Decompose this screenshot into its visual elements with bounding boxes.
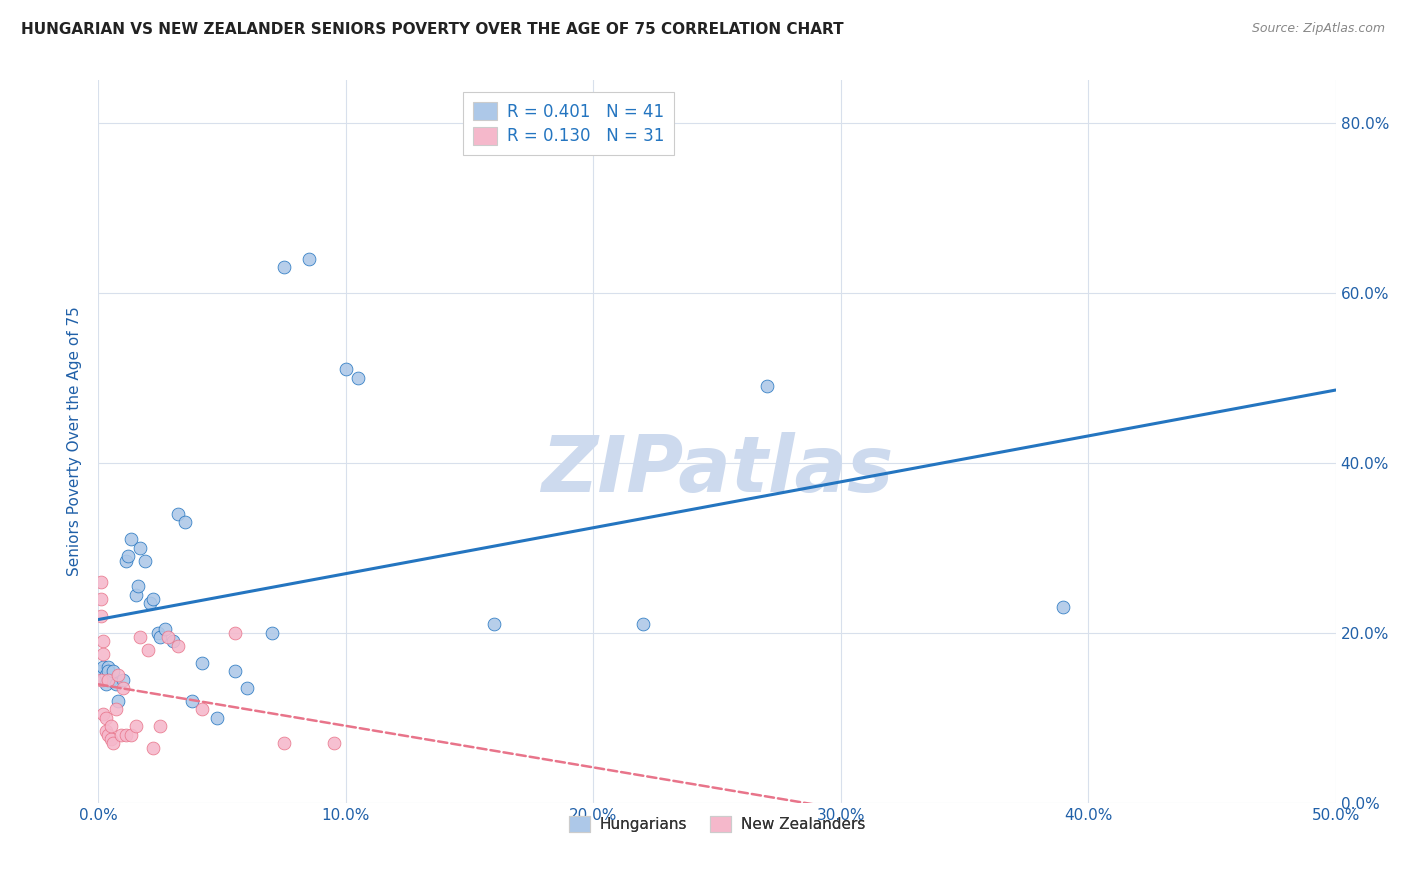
Point [97, 673, 120, 687]
Point [94, 677, 117, 691]
Point [94, 723, 117, 738]
Point [191, 656, 214, 670]
Point [107, 668, 129, 682]
Point [103, 736, 125, 750]
Point [97, 660, 120, 674]
Point [114, 553, 136, 567]
Point [236, 681, 259, 695]
Point [97, 664, 120, 678]
Point [129, 630, 152, 644]
Point [631, 617, 654, 632]
Point [335, 362, 357, 376]
Point [347, 371, 370, 385]
Point [90, 608, 112, 623]
Point [93, 706, 115, 721]
Point [156, 630, 179, 644]
Point [260, 625, 283, 640]
Point [174, 516, 197, 530]
Point [120, 728, 142, 742]
Point [149, 630, 172, 644]
Point [100, 732, 122, 747]
Y-axis label: Seniors Poverty Over the Age of 75: Seniors Poverty Over the Age of 75 [66, 307, 82, 576]
Point [93, 647, 115, 661]
Point [114, 728, 136, 742]
Point [124, 719, 146, 733]
Point [112, 681, 135, 695]
Point [224, 664, 246, 678]
Point [112, 673, 135, 687]
Point [129, 541, 152, 555]
Point [97, 728, 120, 742]
Point [1052, 600, 1074, 615]
Point [134, 553, 156, 567]
Point [127, 579, 149, 593]
Text: Source: ZipAtlas.com: Source: ZipAtlas.com [1251, 22, 1385, 36]
Point [107, 694, 129, 708]
Point [110, 728, 132, 742]
Point [166, 507, 188, 521]
Point [90, 664, 112, 678]
Point [273, 260, 295, 275]
Point [181, 694, 204, 708]
Point [104, 677, 127, 691]
Point [149, 719, 172, 733]
Legend: Hungarians, New Zealanders: Hungarians, New Zealanders [562, 810, 872, 838]
Point [273, 736, 295, 750]
Point [124, 588, 146, 602]
Point [100, 719, 122, 733]
Point [93, 660, 115, 674]
Point [90, 591, 112, 606]
Point [94, 711, 117, 725]
Point [94, 668, 117, 682]
Text: HUNGARIAN VS NEW ZEALANDER SENIORS POVERTY OVER THE AGE OF 75 CORRELATION CHART: HUNGARIAN VS NEW ZEALANDER SENIORS POVER… [21, 22, 844, 37]
Point [755, 379, 778, 393]
Point [136, 642, 159, 657]
Point [322, 736, 344, 750]
Point [142, 740, 165, 755]
Point [146, 625, 169, 640]
Point [90, 673, 112, 687]
Text: ZIPatlas: ZIPatlas [541, 433, 893, 508]
Point [224, 625, 246, 640]
Point [142, 591, 165, 606]
Point [93, 634, 115, 648]
Point [117, 549, 139, 564]
Point [484, 617, 506, 632]
Point [166, 639, 188, 653]
Point [103, 664, 125, 678]
Point [298, 252, 321, 266]
Point [120, 533, 142, 547]
Point [162, 634, 184, 648]
Point [155, 622, 177, 636]
Point [205, 711, 228, 725]
Point [191, 702, 214, 716]
Point [93, 673, 115, 687]
Point [90, 574, 112, 589]
Point [104, 702, 127, 716]
Point [100, 673, 122, 687]
Point [139, 596, 162, 610]
